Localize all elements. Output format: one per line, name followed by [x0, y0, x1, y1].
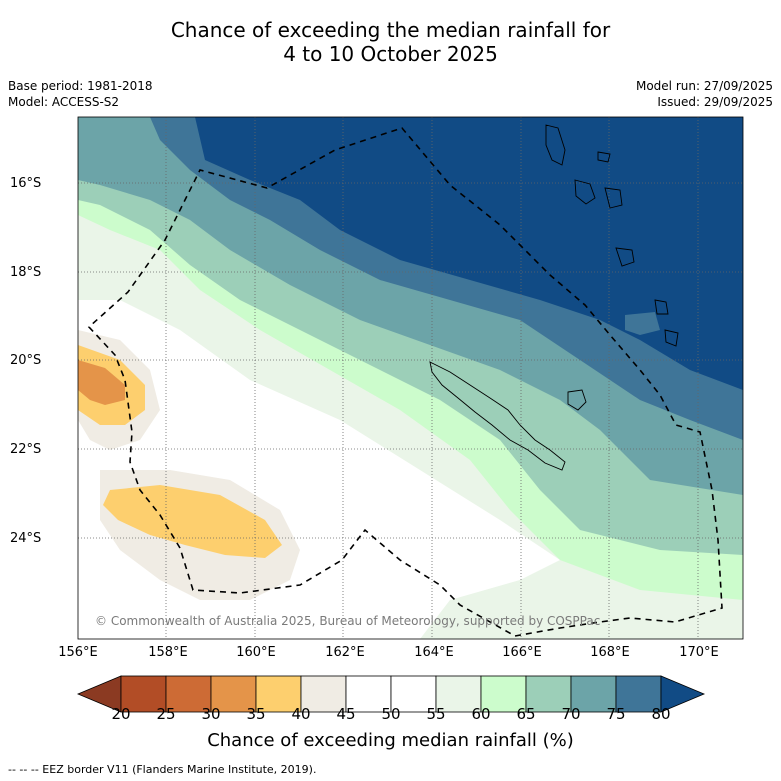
colorbar-tick-75: 75 [606, 705, 626, 723]
new-caledonia-island [429, 361, 566, 471]
lon-label-158e: 158°E [148, 645, 188, 660]
colorbar-tick-65: 65 [516, 705, 536, 723]
lon-label-156e: 156°E [58, 645, 98, 660]
lon-label-166e: 166°E [502, 645, 542, 660]
eez-legend: -- -- -- EEZ border V11 (Flanders Marine… [8, 763, 317, 776]
colorbar-tick-50: 50 [381, 705, 401, 723]
loyalty-islands [567, 389, 587, 411]
issued-text: Issued: 29/09/2025 [657, 95, 773, 109]
vanuatu-island-6 [664, 329, 679, 347]
vanuatu-island-3 [604, 187, 623, 209]
colorbar-tick-25: 25 [156, 705, 176, 723]
colorbar-segment-30-35 [210, 675, 257, 713]
colorbar-tick-80: 80 [651, 705, 671, 723]
colorbar-tick-20: 20 [111, 705, 131, 723]
vanuatu-island-1 [545, 124, 566, 166]
copyright-notice: © Commonwealth of Australia 2025, Bureau… [95, 614, 601, 628]
vanuatu-island-5 [654, 299, 669, 315]
band-above-85 [195, 117, 743, 390]
patch-80-85-east [625, 312, 660, 335]
lat-label-22s: 22°S [10, 442, 42, 457]
lat-label-20s: 20°S [10, 353, 42, 368]
colorbar-segment-50-55 [390, 675, 437, 713]
lon-label-170e: 170°E [679, 645, 719, 660]
patch-30-35-west [78, 360, 125, 405]
lon-label-168e: 168°E [590, 645, 630, 660]
info-left: Base period: 1981-2018 Model: ACCESS-S2 [8, 78, 153, 110]
title-line-1: Chance of exceeding the median rainfall … [170, 18, 611, 42]
title-line-2: 4 to 10 October 2025 [283, 42, 498, 66]
lon-label-160e: 160°E [236, 645, 276, 660]
rainfall-field [78, 117, 743, 639]
colorbar-tick-55: 55 [426, 705, 446, 723]
patch-75-80-east [628, 420, 662, 458]
lat-label-24s: 24°S [10, 531, 42, 546]
lon-label-162e: 162°E [325, 645, 365, 660]
colorbar-tick-40: 40 [291, 705, 311, 723]
colorbar [76, 675, 706, 713]
colorbar-tick-70: 70 [561, 705, 581, 723]
colorbar-tick-60: 60 [471, 705, 491, 723]
colorbar-segment-25-30 [165, 675, 212, 713]
lon-label-164e: 164°E [414, 645, 454, 660]
lat-label-18s: 18°S [10, 265, 42, 280]
vanuatu-island-7 [597, 151, 611, 163]
colorbar-arrow-high [660, 675, 706, 713]
colorbar-segment-45-50 [345, 675, 392, 713]
colorbar-segment-65-70 [525, 675, 572, 713]
model-run-text: Model run: 27/09/2025 [635, 79, 773, 93]
patch-35-40-south [103, 485, 282, 558]
vanuatu-island-4 [615, 247, 635, 267]
info-right: Model run: 27/09/2025 Issued: 29/09/2025 [636, 78, 773, 110]
colorbar-tick-35: 35 [246, 705, 266, 723]
colorbar-tick-30: 30 [201, 705, 221, 723]
lat-label-16s: 16°S [10, 176, 42, 191]
colorbar-segment-75-80 [615, 675, 662, 713]
colorbar-title: Chance of exceeding median rainfall (%) [207, 730, 574, 751]
model-text: Model: ACCESS-S2 [8, 95, 120, 109]
colorbar-tick-45: 45 [336, 705, 356, 723]
coastlines [429, 124, 679, 471]
map-frame [77, 116, 744, 640]
vanuatu-island-2 [574, 179, 596, 205]
base-period-text: Base period: 1981-2018 [8, 79, 153, 93]
map-title: Chance of exceeding the median rainfall … [0, 18, 781, 66]
eez-border [87, 127, 723, 637]
colorbar-segment-20-25 [120, 675, 167, 713]
